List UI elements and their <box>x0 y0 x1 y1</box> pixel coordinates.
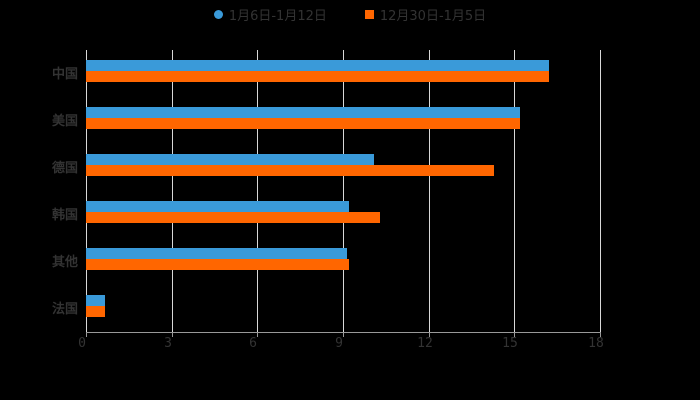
legend-item-series-2[interactable]: 12月30日-1月5日 <box>364 5 487 24</box>
chart-legend: 1月6日-1月12日 12月30日-1月5日 <box>0 4 700 24</box>
x-tick <box>514 332 515 337</box>
x-tick <box>172 332 173 337</box>
x-tick <box>343 332 344 337</box>
grid-line <box>514 50 515 332</box>
bar-1[interactable] <box>86 153 375 165</box>
legend-label-series-1: 1月6日-1月12日 <box>228 8 327 24</box>
y-category-label: 德国 <box>51 160 78 176</box>
bar-2[interactable] <box>86 258 349 270</box>
y-category-label: 美国 <box>51 113 78 129</box>
x-tick-label: 3 <box>164 336 172 351</box>
y-category-label: 中国 <box>51 66 78 82</box>
x-tick <box>429 332 430 337</box>
x-tick-label: 15 <box>502 336 518 351</box>
bar-2[interactable] <box>86 117 521 129</box>
x-tick-label: 12 <box>417 336 433 351</box>
grid-line <box>257 50 258 332</box>
y-category-label: 法国 <box>51 301 78 317</box>
bar-2[interactable] <box>86 164 495 176</box>
grid-line <box>600 50 601 332</box>
bar-1[interactable] <box>86 294 106 306</box>
x-tick-label: 18 <box>588 336 604 351</box>
x-tick-label: 9 <box>335 336 343 351</box>
grid-line <box>343 50 344 332</box>
bar-2[interactable] <box>86 70 549 82</box>
bar-1[interactable] <box>86 247 348 259</box>
bar-1[interactable] <box>86 200 349 212</box>
bar-2[interactable] <box>86 305 106 317</box>
y-category-label: 韩国 <box>51 207 78 223</box>
x-tick-label: 0 <box>78 336 86 351</box>
y-category-label: 其他 <box>51 254 78 270</box>
grid-line <box>429 50 430 332</box>
legend-item-series-1[interactable]: 1月6日-1月12日 <box>213 5 327 24</box>
bar-2[interactable] <box>86 211 381 223</box>
x-tick <box>86 332 87 337</box>
x-tick <box>600 332 601 337</box>
legend-label-series-2: 12月30日-1月5日 <box>379 8 487 24</box>
bar-1[interactable] <box>86 106 521 118</box>
series-2-marker-icon <box>364 9 374 19</box>
series-1-marker-icon <box>213 9 223 19</box>
x-tick <box>257 332 258 337</box>
x-tick-label: 6 <box>249 336 257 351</box>
bar-1[interactable] <box>86 59 549 71</box>
grid-line <box>86 50 87 332</box>
grid-line <box>172 50 173 332</box>
